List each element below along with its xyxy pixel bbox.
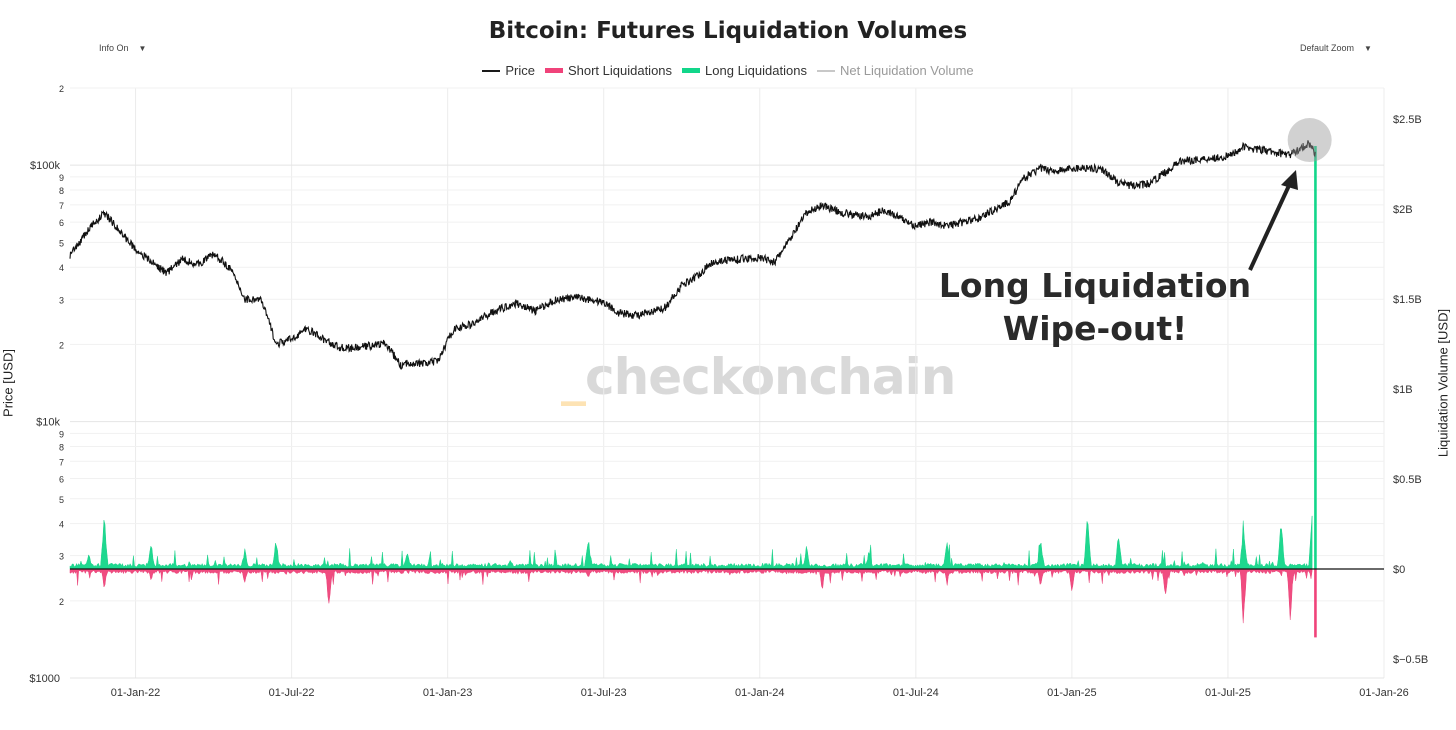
info-toggle-dropdown[interactable]: Info On ▼ xyxy=(99,43,146,53)
y2-tick-label: $0 xyxy=(1393,564,1405,576)
y2-axis-title-text: Liquidation Volume [USD] xyxy=(1435,308,1451,458)
chevron-down-icon: ▼ xyxy=(138,44,147,53)
chart-title: Bitcoin: Futures Liquidation Volumes xyxy=(488,18,968,44)
annotation-arrow-head xyxy=(1281,170,1298,190)
y-tick-label: 9 xyxy=(59,173,64,183)
y2-tick-label: $2B xyxy=(1393,204,1413,216)
legend-swatch-long xyxy=(682,68,701,73)
zoom-label: Default Zoom xyxy=(1300,43,1355,53)
y2-tick-label: $2.5B xyxy=(1393,114,1422,126)
annotation-graphics xyxy=(1248,118,1332,271)
y2-tick-label: $−0.5B xyxy=(1393,654,1428,666)
legend-item-short-liquidations[interactable]: Short Liquidations xyxy=(544,63,673,78)
watermark-text: checkonchain xyxy=(585,348,956,406)
y-tick-label: 6 xyxy=(59,474,64,484)
y-tick-label: 3 xyxy=(59,552,64,562)
y-tick-label: 3 xyxy=(59,295,64,305)
peak-highlight-circle xyxy=(1287,118,1332,163)
y-tick-label: 4 xyxy=(59,520,64,530)
zoom-dropdown[interactable]: Default Zoom ▼ xyxy=(1300,43,1372,53)
legend-item-net-liquidation-volume[interactable]: Net Liquidation Volume xyxy=(816,63,974,78)
annotation-line-1: Long Liquidation xyxy=(938,266,1252,305)
short-liquidations-area xyxy=(69,568,1313,624)
legend-swatch-short xyxy=(544,68,563,73)
long-liquidations-area xyxy=(69,515,1313,570)
legend-swatch-price xyxy=(482,69,501,72)
chevron-down-icon: ▼ xyxy=(1364,44,1372,53)
y-tick-label: 9 xyxy=(59,429,64,439)
short-liquidation-spike xyxy=(1314,569,1317,638)
annotation-line-2: Wipe-out! xyxy=(1002,309,1188,348)
info-toggle-label: Info On xyxy=(99,43,129,53)
annotation-arrow-shaft xyxy=(1248,178,1294,271)
x-tick-label: 01-Jan-26 xyxy=(1359,687,1409,699)
x-tick-label: 01-Jul-24 xyxy=(893,687,939,699)
watermark: _checkonchain xyxy=(561,348,956,406)
legend-label: Net Liquidation Volume xyxy=(839,63,974,78)
x-tick-label: 01-Jan-24 xyxy=(735,687,785,699)
y-tick-label: 5 xyxy=(59,238,64,248)
y-tick-label: 5 xyxy=(59,495,64,505)
y2-tick-label: $1B xyxy=(1393,384,1413,396)
legend-item-price[interactable]: Price xyxy=(482,63,535,78)
y-tick-label: 2 xyxy=(59,597,64,607)
y2-tick-label: $1.5B xyxy=(1393,294,1422,306)
y-tick-label: $10k xyxy=(36,417,60,429)
legend-item-long-liquidations[interactable]: Long Liquidations xyxy=(682,63,807,78)
x-tick-label: 01-Jul-22 xyxy=(269,687,315,699)
y-tick-label: $1000 xyxy=(29,673,60,685)
watermark-prefix: _ xyxy=(561,348,586,406)
legend: Price Short Liquidations Long Liquidatio… xyxy=(0,63,1456,78)
y-tick-label: 4 xyxy=(59,263,64,273)
x-tick-label: 01-Jul-23 xyxy=(581,687,627,699)
y-tick-label: 8 xyxy=(59,442,64,452)
y-axis-title-text: Price [USD] xyxy=(0,349,16,417)
legend-label: Price xyxy=(505,63,535,78)
x-tick-label: 01-Jan-22 xyxy=(111,687,161,699)
y-tick-label: 6 xyxy=(59,218,64,228)
y-tick-label: 7 xyxy=(59,201,64,211)
y-tick-label: 8 xyxy=(59,186,64,196)
x-tick-label: 01-Jan-25 xyxy=(1047,687,1097,699)
y-tick-label: 2 xyxy=(59,340,64,350)
y-tick-label: 2 xyxy=(59,84,64,94)
y2-tick-label: $0.5B xyxy=(1393,474,1422,486)
x-tick-label: 01-Jul-25 xyxy=(1205,687,1251,699)
legend-swatch-net xyxy=(816,69,835,72)
legend-label: Short Liquidations xyxy=(567,63,673,78)
legend-label: Long Liquidations xyxy=(705,63,807,78)
y-tick-label: 7 xyxy=(59,457,64,467)
long-liquidation-spike xyxy=(1314,146,1317,569)
annotation-text: Long Liquidation Wipe-out! xyxy=(935,264,1255,350)
y-tick-label: $100k xyxy=(30,160,60,172)
x-tick-label: 01-Jan-23 xyxy=(423,687,473,699)
